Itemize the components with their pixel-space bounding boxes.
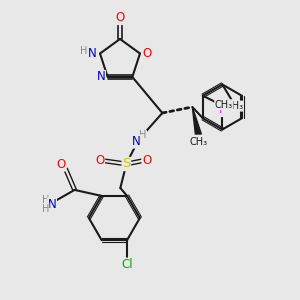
Text: H: H xyxy=(80,46,87,56)
Text: H: H xyxy=(41,195,49,206)
Text: O: O xyxy=(142,154,152,167)
Text: CH₃: CH₃ xyxy=(189,137,207,147)
Text: O: O xyxy=(56,158,66,171)
Text: O: O xyxy=(142,47,151,60)
Text: N: N xyxy=(132,135,140,148)
Text: N: N xyxy=(48,198,56,211)
Text: CH₃: CH₃ xyxy=(225,101,243,111)
Text: H: H xyxy=(139,130,146,140)
Text: Cl: Cl xyxy=(121,258,133,271)
Text: S: S xyxy=(122,158,130,170)
Text: CH₃: CH₃ xyxy=(215,100,233,110)
Text: F: F xyxy=(219,103,226,116)
Text: O: O xyxy=(116,11,124,25)
Text: N: N xyxy=(88,47,97,60)
Polygon shape xyxy=(192,107,201,134)
Text: O: O xyxy=(95,154,105,167)
Text: H: H xyxy=(41,203,49,214)
Text: N: N xyxy=(97,70,105,83)
